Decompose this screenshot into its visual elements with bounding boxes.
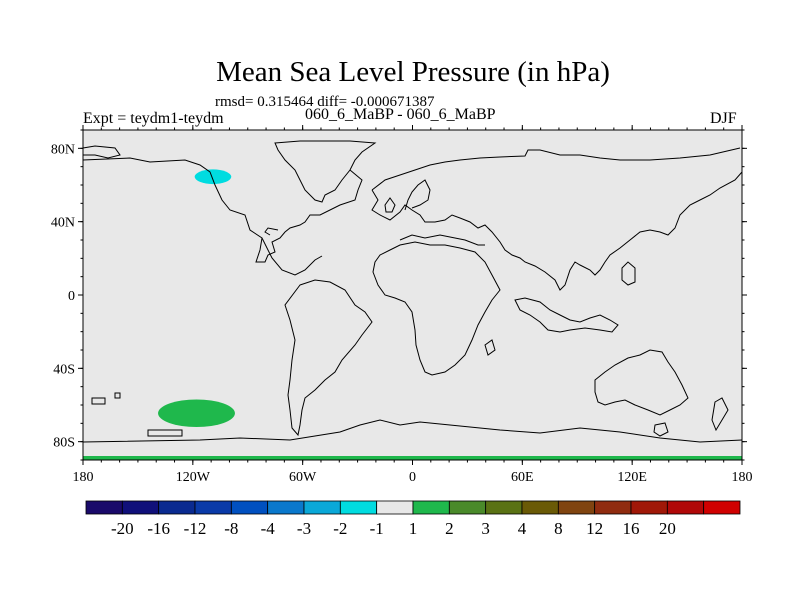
coastline-central-america: [261, 237, 323, 276]
colorbar-box-15: [630, 500, 668, 515]
colorbar-box-9: [412, 500, 450, 515]
colorbar-label-15: 20: [659, 519, 676, 538]
coastline-arctic-north: [82, 145, 121, 159]
colorbar-label-1: -16: [147, 519, 170, 538]
coastline-antarctica: [82, 419, 743, 443]
colorbar-box-7: [339, 500, 378, 515]
run-label: 060_6_MaBP - 060_6_MaBP: [305, 106, 496, 123]
x-tick-label-6: 180: [732, 470, 753, 485]
coastline-british-isles: [384, 197, 396, 213]
x-tick-label-3: 0: [409, 470, 416, 485]
coastlines: [82, 140, 743, 443]
antarctic-strip: [83, 456, 742, 460]
coastline-mediterranean: [399, 234, 485, 246]
x-tick-label-1: 120W: [176, 470, 211, 485]
coastline-north-america: [82, 157, 363, 263]
y-tick-label-0: 80N: [51, 142, 75, 157]
colorbar-label-6: -2: [333, 519, 347, 538]
coastline-new-zealand: [711, 397, 729, 432]
colorbar-box-5: [267, 500, 305, 515]
colorbar: -20 -16 -12 -8 -4 -3 -2 -1 1 2 3 4 8 12 16 20: [85, 500, 741, 538]
anomaly-arctic-negative: [194, 169, 232, 185]
x-tick-label-4: 60E: [511, 470, 534, 485]
anomaly-southern-ocean-positive: [158, 399, 235, 427]
coastline-africa: [372, 241, 501, 376]
colorbar-box-3: [194, 500, 232, 515]
coastline-island-a: [91, 397, 106, 405]
colorbar-box-2: [158, 500, 196, 515]
colorbar-label-10: 3: [481, 519, 490, 538]
colorbar-label-5: -3: [297, 519, 311, 538]
colorbar-box-6: [303, 500, 341, 515]
colorbar-box-16: [666, 500, 705, 515]
colorbar-box-13: [557, 500, 596, 515]
colorbar-label-4: -4: [261, 519, 276, 538]
experiment-label: Expt = teydm1-teydm: [83, 110, 224, 127]
colorbar-box-12: [521, 500, 559, 515]
coastline-scandinavia: [404, 179, 431, 211]
season-label: DJF: [710, 110, 737, 127]
coastline-japan: [621, 261, 636, 286]
coastline-eurasia-north: [371, 147, 741, 191]
colorbar-label-3: -8: [224, 519, 238, 538]
colorbar-box-14: [594, 500, 632, 515]
coastline-indonesia: [514, 297, 619, 333]
colorbar-box-0: [85, 500, 123, 515]
colorbar-label-0: -20: [111, 519, 134, 538]
chart-title: Mean Sea Level Pressure (in hPa): [216, 56, 610, 88]
chart-subtitle: rmsd= 0.315464 diff= -0.000671387: [215, 94, 435, 110]
coastline-madagascar: [484, 339, 496, 356]
colorbar-label-12: 8: [554, 519, 563, 538]
y-tick-label-2: 0: [68, 289, 75, 304]
coastline-island-c: [147, 429, 183, 437]
colorbar-label-13: 12: [586, 519, 603, 538]
colorbar-box-8: [376, 500, 414, 515]
y-tick-label-3: 40S: [53, 362, 75, 377]
x-tick-label-2: 60W: [289, 470, 317, 485]
coastline-south-america: [284, 279, 373, 437]
colorbar-label-9: 2: [445, 519, 454, 538]
colorbar-label-7: -1: [370, 519, 384, 538]
colorbar-label-14: 16: [623, 519, 640, 538]
coastline-europe: [371, 171, 743, 291]
y-tick-label-1: 40N: [51, 216, 75, 231]
y-tick-label-4: 80S: [53, 436, 75, 451]
colorbar-box-17: [703, 500, 741, 515]
coastline-australia: [594, 349, 689, 416]
colorbar-label-8: 1: [409, 519, 418, 538]
colorbar-box-10: [448, 500, 487, 515]
x-tick-label-0: 180: [73, 470, 94, 485]
coastline-island-b: [114, 392, 121, 399]
x-tick-label-5: 120E: [617, 470, 647, 485]
colorbar-label-2: -12: [184, 519, 207, 538]
colorbar-box-11: [485, 500, 523, 515]
coastline-greenland: [274, 140, 377, 203]
colorbar-box-1: [121, 500, 160, 515]
colorbar-box-4: [230, 500, 269, 515]
coastline-tasmania: [653, 422, 669, 437]
colorbar-label-11: 4: [518, 519, 527, 538]
